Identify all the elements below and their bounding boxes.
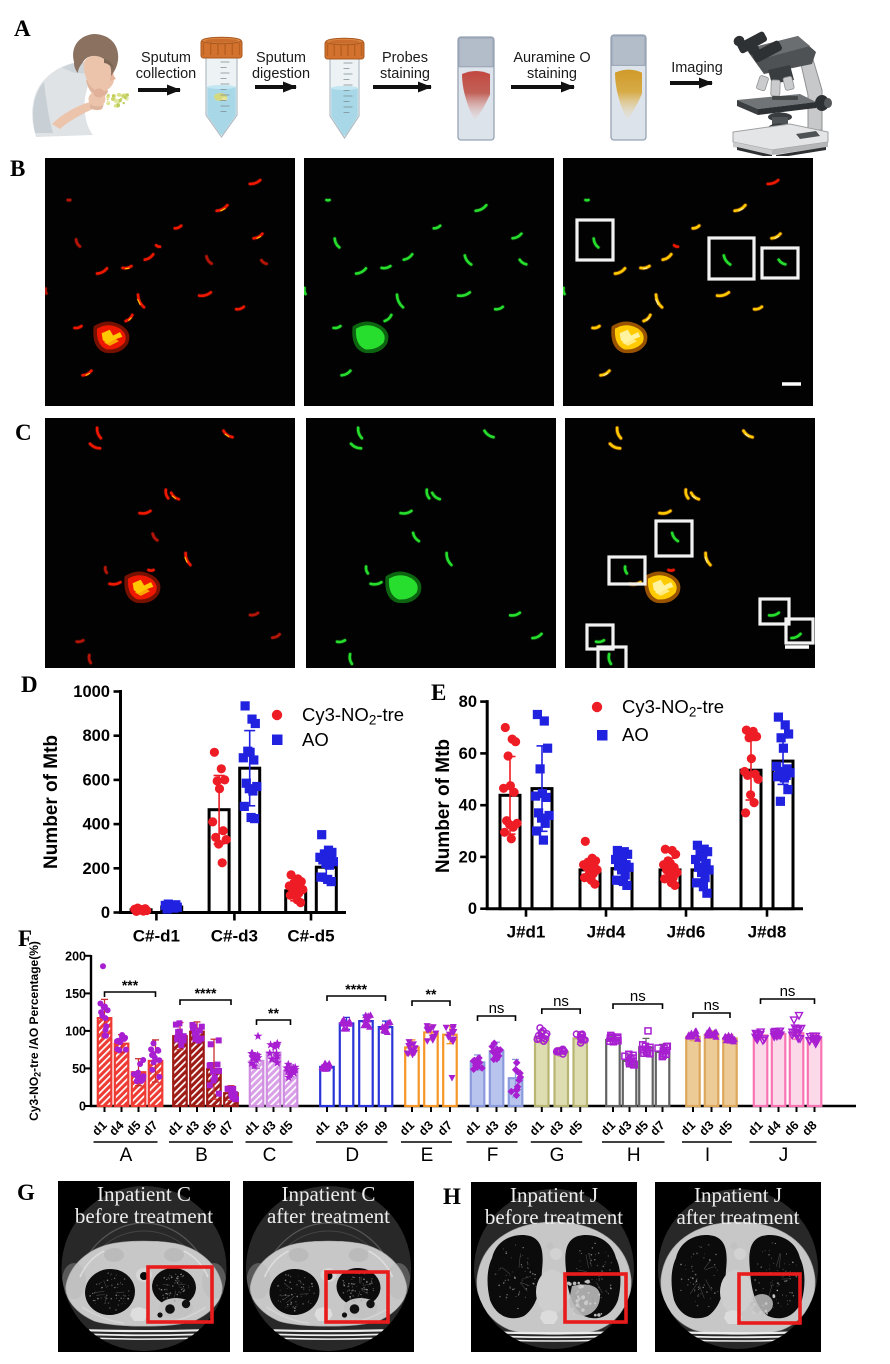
svg-text:J#d1: J#d1	[507, 923, 546, 942]
svg-text:d8: d8	[799, 1118, 819, 1138]
svg-text:staining: staining	[380, 66, 430, 82]
svg-text:ns: ns	[553, 993, 569, 1010]
svg-text:Cy3-NO2-tre /AO Percentage(%): Cy3-NO2-tre /AO Percentage(%)	[27, 941, 43, 1121]
svg-text:H: H	[627, 1145, 641, 1166]
svg-text:d5: d5	[351, 1118, 371, 1138]
svg-text:d3: d3	[416, 1118, 436, 1138]
svg-text:**: **	[268, 1005, 279, 1021]
svg-text:before treatment: before treatment	[485, 1205, 623, 1229]
svg-text:ns: ns	[489, 1000, 505, 1017]
svg-text:d5: d5	[565, 1118, 585, 1138]
svg-text:Sputum: Sputum	[141, 50, 191, 66]
svg-text:0: 0	[101, 904, 110, 922]
svg-text:Probes: Probes	[382, 50, 428, 66]
svg-text:Number of Mtb: Number of Mtb	[41, 735, 62, 869]
svg-text:****: ****	[345, 981, 367, 997]
svg-text:800: 800	[82, 727, 110, 745]
svg-text:d7: d7	[647, 1118, 667, 1138]
svg-text:d1: d1	[527, 1118, 547, 1138]
svg-text:F: F	[487, 1145, 499, 1166]
svg-text:d1: d1	[462, 1118, 482, 1138]
svg-text:d1: d1	[312, 1118, 332, 1138]
svg-text:600: 600	[82, 771, 110, 789]
svg-text:C#-d3: C#-d3	[211, 927, 258, 946]
svg-text:d7: d7	[435, 1118, 455, 1138]
svg-text:J#d4: J#d4	[587, 923, 626, 942]
svg-text:AO: AO	[302, 729, 329, 750]
svg-text:**: **	[426, 986, 437, 1002]
svg-text:200: 200	[65, 949, 86, 963]
svg-text:J#d8: J#d8	[748, 923, 787, 942]
svg-text:d9: d9	[370, 1118, 390, 1138]
svg-text:Inpatient C: Inpatient C	[282, 1182, 376, 1206]
svg-text:after treatment: after treatment	[267, 1204, 390, 1228]
svg-text:collection: collection	[136, 66, 196, 82]
svg-text:J: J	[779, 1145, 789, 1166]
svg-text:150: 150	[65, 987, 86, 1001]
svg-text:80: 80	[459, 693, 477, 711]
svg-text:F: F	[18, 926, 32, 951]
svg-text:after treatment: after treatment	[676, 1205, 799, 1229]
svg-text:Sputum: Sputum	[256, 50, 306, 66]
svg-text:0: 0	[468, 900, 477, 918]
svg-text:100: 100	[65, 1024, 86, 1038]
svg-text:J#d6: J#d6	[667, 923, 706, 942]
svg-text:d5: d5	[275, 1118, 295, 1138]
svg-text:d5: d5	[500, 1118, 520, 1138]
svg-text:D: D	[345, 1145, 359, 1166]
svg-text:****: ****	[195, 985, 217, 1001]
svg-text:d3: d3	[546, 1118, 566, 1138]
svg-text:1000: 1000	[73, 683, 110, 701]
svg-text:Cy3-NO2-tre: Cy3-NO2-tre	[302, 704, 404, 728]
svg-text:Imaging: Imaging	[671, 60, 723, 76]
svg-text:A: A	[120, 1145, 133, 1166]
svg-text:d3: d3	[331, 1118, 351, 1138]
svg-text:d3: d3	[481, 1118, 501, 1138]
svg-text:AO: AO	[622, 724, 649, 745]
svg-text:d5: d5	[715, 1118, 735, 1138]
svg-text:20: 20	[459, 848, 477, 866]
svg-text:C#-d5: C#-d5	[287, 927, 334, 946]
svg-text:d1: d1	[397, 1118, 417, 1138]
svg-text:C#-d1: C#-d1	[133, 927, 180, 946]
svg-text:200: 200	[82, 860, 110, 878]
svg-text:d7: d7	[140, 1118, 160, 1138]
svg-text:***: ***	[122, 977, 139, 993]
svg-text:40: 40	[459, 797, 477, 815]
svg-text:Auramine O: Auramine O	[513, 50, 590, 66]
svg-text:A: A	[14, 16, 31, 41]
svg-text:E: E	[431, 680, 446, 705]
svg-text:G: G	[550, 1145, 565, 1166]
svg-text:Inpatient J: Inpatient J	[510, 1183, 598, 1207]
svg-text:B: B	[195, 1145, 208, 1166]
svg-text:Number of Mtb: Number of Mtb	[433, 739, 454, 873]
svg-text:D: D	[21, 672, 38, 697]
svg-text:400: 400	[82, 816, 110, 834]
svg-text:0: 0	[79, 1100, 86, 1114]
svg-text:ns: ns	[780, 983, 796, 1000]
svg-text:ns: ns	[704, 997, 720, 1014]
svg-text:E: E	[421, 1145, 434, 1166]
svg-text:Cy3-NO2-tre: Cy3-NO2-tre	[622, 696, 724, 720]
svg-text:d1: d1	[678, 1118, 698, 1138]
svg-text:digestion: digestion	[252, 66, 310, 82]
svg-text:d7: d7	[216, 1118, 236, 1138]
svg-text:staining: staining	[527, 66, 577, 82]
svg-text:ns: ns	[630, 988, 646, 1005]
svg-text:before treatment: before treatment	[75, 1204, 213, 1228]
svg-text:50: 50	[72, 1062, 86, 1076]
svg-text:Inpatient J: Inpatient J	[694, 1183, 782, 1207]
svg-text:C: C	[263, 1145, 277, 1166]
svg-text:d3: d3	[696, 1118, 716, 1138]
svg-text:Inpatient C: Inpatient C	[97, 1182, 191, 1206]
svg-text:60: 60	[459, 745, 477, 763]
svg-text:I: I	[705, 1145, 710, 1166]
